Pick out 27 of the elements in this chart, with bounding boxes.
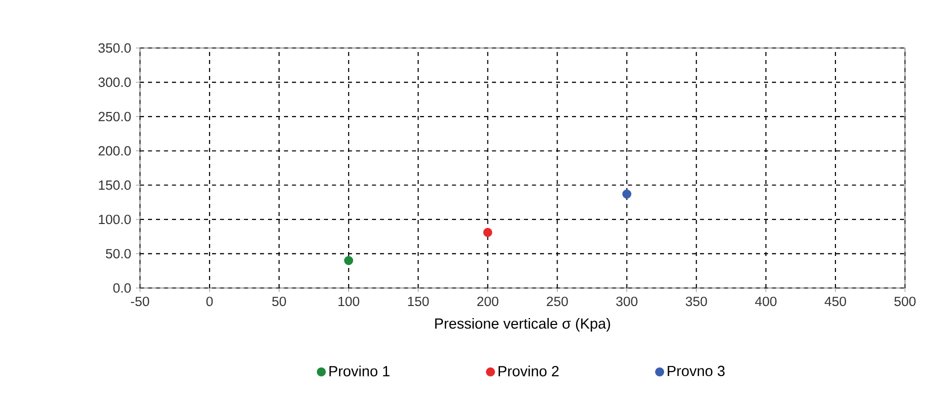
point — [483, 228, 492, 237]
x-tick-label: 500 — [894, 296, 916, 306]
y-tick-label: 300.0 — [98, 78, 131, 87]
y-tick-label: 350.0 — [98, 43, 131, 53]
x-tick-label: 450 — [824, 296, 846, 306]
x-tick-label: 0 — [206, 296, 213, 306]
legend-label: Provno 3 — [668, 366, 725, 376]
legend-label: Provino 1 — [329, 366, 390, 376]
x-tick-label: 350 — [686, 296, 707, 306]
x-tick-label: 300 — [616, 296, 638, 306]
point — [622, 190, 632, 199]
legend-label: Provino 2 — [498, 366, 559, 376]
y-tick-label: 250.0 — [98, 112, 131, 122]
x-tick-label: 100 — [338, 296, 360, 306]
x-tick-label: 400 — [755, 296, 777, 306]
y-tick-label: 100.0 — [98, 214, 131, 224]
y-tick-label: 150.0 — [98, 180, 131, 190]
y-tick-label: 50.0 — [106, 248, 131, 258]
y-tick-label: 0.0 — [113, 283, 131, 293]
y-tick-label: 200.0 — [98, 146, 131, 156]
x-tick-label: 250 — [546, 296, 568, 306]
x-tick-label: -50 — [130, 296, 150, 306]
point — [344, 256, 354, 266]
x-tick-label: 200 — [477, 296, 498, 306]
x-tick-label: 50 — [272, 296, 286, 306]
x-axis-title: Pressione verticale σ (Kpa) — [435, 318, 610, 332]
x-tick-label: 150 — [408, 296, 429, 306]
